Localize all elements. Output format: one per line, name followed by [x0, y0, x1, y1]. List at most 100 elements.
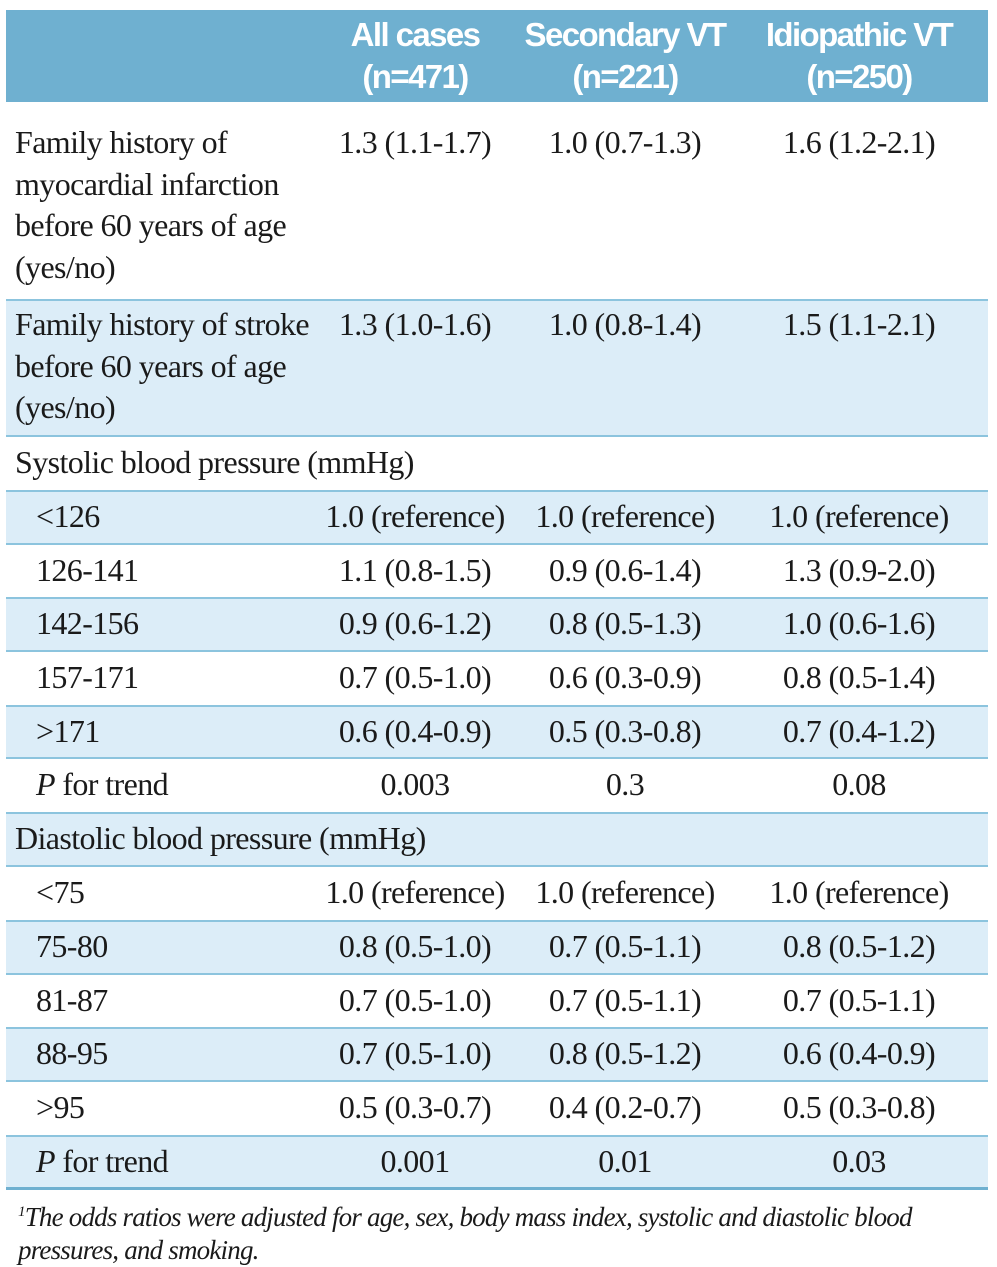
- header-idiopathic-vt: Idiopathic VT (n=250): [730, 10, 988, 102]
- row-label-text: Family history of myocardial infarction …: [15, 124, 287, 285]
- cell-value: 0.5 (0.3-0.8): [520, 705, 730, 759]
- table-row: 142-156 0.9 (0.6-1.2) 0.8 (0.5-1.3) 1.0 (0.…: [6, 597, 988, 652]
- cell-value: 0.8 (0.5-1.2): [730, 920, 988, 975]
- cell-value: 1.0 (reference): [520, 865, 730, 922]
- row-label: >95: [6, 1080, 310, 1137]
- header-all-cases: All cases (n=471): [310, 10, 520, 102]
- table-row: 88-95 0.7 (0.5-1.0) 0.8 (0.5-1.2) 0.6 (0.4-…: [6, 1027, 988, 1082]
- table-row: <126 1.0 (reference) 1.0 (reference) 1.0 (r…: [6, 490, 988, 545]
- cell-value: 1.0 (reference): [520, 490, 730, 545]
- cell-value: 1.3 (1.1-1.7): [310, 102, 520, 301]
- row-label: 81-87: [6, 973, 310, 1029]
- cell-value: 0.4 (0.2-0.7): [520, 1080, 730, 1137]
- cell-value: 0.6 (0.4-0.9): [730, 1027, 988, 1082]
- cell-value: 1.3 (1.0-1.6): [310, 300, 520, 437]
- cell-value: 0.7 (0.5-1.0): [310, 650, 520, 707]
- cell-value: [310, 812, 520, 867]
- header-line: (n=471): [362, 58, 469, 95]
- cell-value: 1.0 (reference): [730, 865, 988, 922]
- cell-value: 1.0 (reference): [310, 490, 520, 545]
- header-secondary-vt: Secondary VT (n=221): [520, 10, 730, 102]
- cell-value: 1.5 (1.1-2.1): [730, 300, 988, 437]
- row-label-text: for trend: [54, 766, 169, 803]
- cell-value: 1.0 (0.8-1.4): [520, 300, 730, 437]
- cell-value: 0.9 (0.6-1.4): [520, 543, 730, 599]
- footnote-text: The odds ratios were adjusted for age, s…: [18, 1202, 912, 1265]
- row-label: P for trend: [6, 1135, 310, 1190]
- table-row: <75 1.0 (reference) 1.0 (reference) 1.0 (re…: [6, 865, 988, 922]
- cell-value: 1.0 (reference): [730, 490, 988, 545]
- cell-value: 0.01: [520, 1135, 730, 1190]
- row-label: Family history of myocardial infarction …: [6, 102, 310, 301]
- p-symbol: P: [36, 1143, 56, 1179]
- row-label-text: 75-80: [36, 928, 108, 965]
- row-label-text: Family history of stroke before 60 years…: [15, 306, 310, 425]
- row-label-text: <75: [36, 874, 85, 911]
- row-label-text: for trend: [54, 1143, 169, 1179]
- header-line: All cases: [350, 16, 481, 53]
- cell-value: 0.003: [310, 757, 520, 814]
- cell-value: [520, 812, 730, 867]
- row-label: Family history of stroke before 60 years…: [6, 300, 310, 437]
- cell-value: [730, 812, 988, 867]
- header-line: (n=250): [806, 58, 913, 95]
- row-label: 157-171: [6, 650, 310, 707]
- row-label-text: 81-87: [36, 981, 108, 1018]
- cell-value: 0.8 (0.5-1.0): [310, 920, 520, 975]
- cell-value: [520, 435, 730, 492]
- cell-value: 0.7 (0.5-1.1): [520, 920, 730, 975]
- cell-value: 0.5 (0.3-0.7): [310, 1080, 520, 1137]
- row-label-text: 142-156: [36, 605, 139, 642]
- cell-value: 1.0 (0.6-1.6): [730, 597, 988, 652]
- cell-value: 0.6 (0.4-0.9): [310, 705, 520, 759]
- table-row: 81-87 0.7 (0.5-1.0) 0.7 (0.5-1.1) 0.7 (0.5-…: [6, 973, 988, 1029]
- row-label: P for trend: [6, 757, 310, 814]
- row-label: Systolic blood pressure (mmHg): [6, 435, 414, 492]
- cell-value: 1.6 (1.2-2.1): [730, 102, 988, 301]
- row-label-text: >171: [36, 712, 100, 749]
- row-label: 142-156: [6, 597, 310, 652]
- cell-value: [730, 435, 988, 492]
- row-label: 88-95: [6, 1027, 310, 1082]
- cell-value: 0.7 (0.5-1.0): [310, 1027, 520, 1082]
- table-row: P for trend 0.003 0.3 0.08: [6, 757, 988, 814]
- cell-value: [310, 435, 520, 492]
- cell-value: 0.8 (0.5-1.2): [520, 1027, 730, 1082]
- cell-value: 0.8 (0.5-1.3): [520, 597, 730, 652]
- cell-value: 0.9 (0.6-1.2): [310, 597, 520, 652]
- cell-value: 1.1 (0.8-1.5): [310, 543, 520, 599]
- cell-value: 0.08: [730, 757, 988, 814]
- row-label: <126: [6, 490, 310, 545]
- table-row: >95 0.5 (0.3-0.7) 0.4 (0.2-0.7) 0.5 (0.3-0.…: [6, 1080, 988, 1137]
- cell-value: 0.7 (0.5-1.1): [520, 973, 730, 1029]
- footnote-marker: 1: [18, 1204, 25, 1220]
- row-label: <75: [6, 865, 310, 922]
- cell-value: 0.03: [730, 1135, 988, 1190]
- table-header-row: All cases (n=471) Secondary VT (n=221) Idi…: [6, 10, 988, 102]
- table-row: P for trend 0.001 0.01 0.03: [6, 1135, 988, 1190]
- table-row: Diastolic blood pressure (mmHg): [6, 812, 988, 867]
- header-line: Idiopathic VT: [765, 16, 954, 53]
- cell-value: 0.5 (0.3-0.8): [730, 1080, 988, 1137]
- row-label-text: Diastolic blood pressure (mmHg): [15, 820, 426, 857]
- row-label-text: >95: [36, 1089, 85, 1126]
- table-row: 157-171 0.7 (0.5-1.0) 0.6 (0.3-0.9) 0.8 (0.…: [6, 650, 988, 707]
- cell-value: 1.0 (0.7-1.3): [520, 102, 730, 301]
- cell-value: 0.7 (0.4-1.2): [730, 705, 988, 759]
- row-label: >171: [6, 705, 310, 759]
- table-row: Family history of stroke before 60 years…: [6, 300, 988, 437]
- row-label: Diastolic blood pressure (mmHg): [6, 812, 426, 867]
- row-label-text: 88-95: [36, 1035, 108, 1072]
- cell-value: 0.001: [310, 1135, 520, 1190]
- table-row: Systolic blood pressure (mmHg): [6, 435, 988, 492]
- cell-value: 0.6 (0.3-0.9): [520, 650, 730, 707]
- header-line: (n=221): [572, 58, 679, 95]
- row-label-text: <126: [36, 498, 100, 535]
- row-label: 75-80: [6, 920, 310, 975]
- row-label-text: 157-171: [36, 659, 139, 696]
- cell-value: 1.3 (0.9-2.0): [730, 543, 988, 599]
- table-row: Family history of myocardial infarction …: [6, 102, 988, 301]
- p-symbol: P: [36, 766, 56, 803]
- cell-value: 0.7 (0.5-1.0): [310, 973, 520, 1029]
